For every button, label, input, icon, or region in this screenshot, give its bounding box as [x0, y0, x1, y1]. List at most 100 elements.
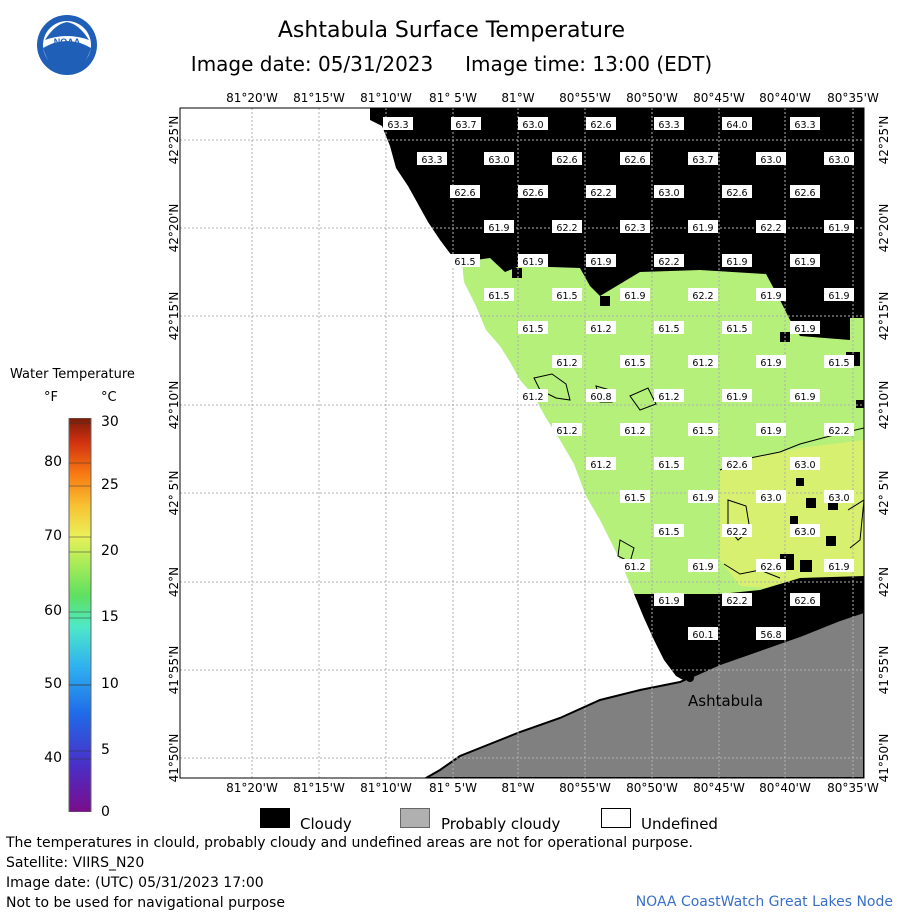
footer-image-date: Image date: (UTC) 05/31/2023 17:00	[6, 875, 264, 891]
lat-label-right: 42°10'N	[877, 381, 891, 430]
temperature-label: 61.2	[624, 562, 645, 573]
temperature-label-bg	[688, 490, 718, 503]
temperature-label-bg	[688, 627, 718, 640]
temperature-label-bg	[620, 288, 650, 301]
lat-label-right: 41°50'N	[877, 734, 891, 783]
temperature-colorbar	[68, 417, 92, 814]
temperature-label-bg	[654, 254, 684, 267]
temperature-label: 56.8	[760, 630, 781, 641]
temperature-label: 61.9	[794, 392, 815, 403]
lon-label-bottom: 81°W	[501, 781, 534, 795]
lon-label-bottom: 81°20'W	[226, 781, 278, 795]
temperature-label-bg	[790, 321, 820, 334]
lon-label-top: 80°40'W	[759, 91, 811, 105]
temperature-label: 62.2	[828, 426, 849, 437]
lat-label-left: 42°15'N	[167, 292, 181, 341]
temperature-label: 61.5	[454, 257, 475, 268]
temperature-label: 61.2	[590, 324, 611, 335]
place-label-ashtabula: Ashtabula	[688, 692, 763, 710]
temperature-label: 61.2	[692, 358, 713, 369]
temperature-label-bg	[722, 254, 752, 267]
temperature-label-bg	[451, 117, 481, 130]
legend-tick-c: 10	[101, 676, 119, 692]
temperature-label: 61.9	[624, 291, 645, 302]
image-time: Image time: 13:00 (EDT)	[465, 52, 713, 76]
temperature-label-bg	[722, 389, 752, 402]
temperature-label-bg	[654, 117, 684, 130]
logo-text: NOAA	[54, 37, 81, 47]
footer-navigation-warning: Not to be used for navigational purpose	[6, 895, 285, 911]
temperature-label: 61.9	[828, 223, 849, 234]
legend-tick-c: 25	[101, 477, 119, 493]
land-area	[423, 610, 864, 778]
temperature-label: 61.5	[726, 324, 747, 335]
temperature-label-bg	[654, 524, 684, 537]
temperature-label: 62.6	[760, 562, 781, 573]
lat-label-left: 41°50'N	[167, 734, 181, 783]
ashtabula-marker	[686, 674, 694, 682]
temperature-label-bg	[756, 288, 786, 301]
temperature-label: 62.6	[726, 188, 747, 199]
temperature-label-bg	[484, 220, 514, 233]
legend-tick-f: 70	[44, 528, 62, 544]
temperature-label-bg	[518, 254, 548, 267]
lon-label-top: 80°45'W	[693, 91, 745, 105]
temperature-label: 61.9	[658, 596, 679, 607]
temperature-label: 61.2	[624, 426, 645, 437]
temperature-label: 61.2	[590, 460, 611, 471]
temperature-label: 63.0	[760, 155, 781, 166]
lon-label-bottom: 80°45'W	[693, 781, 745, 795]
lon-label-bottom: 80°55'W	[559, 781, 611, 795]
temperature-label-bg	[518, 185, 548, 198]
temperature-label-bg	[654, 321, 684, 334]
temperature-label-bg	[688, 152, 718, 165]
temperature-label-bg	[824, 423, 854, 436]
temperature-label-bg	[756, 220, 786, 233]
temperature-label: 61.9	[760, 291, 781, 302]
temperature-label-bg	[417, 152, 447, 165]
temperature-label-bg	[654, 389, 684, 402]
temperature-label: 62.6	[624, 155, 645, 166]
temperature-label-bg	[756, 423, 786, 436]
temperature-label: 63.0	[522, 120, 543, 131]
temperature-label: 62.3	[624, 223, 645, 234]
temperature-label-bg	[824, 152, 854, 165]
lon-label-top: 80°50'W	[626, 91, 678, 105]
temperature-label-bg	[722, 321, 752, 334]
temperature-label: 61.2	[556, 426, 577, 437]
temperature-label: 63.0	[760, 493, 781, 504]
temperature-label: 63.0	[794, 527, 815, 538]
lat-label-right: 41°55'N	[877, 646, 891, 695]
temperature-label-bg	[552, 152, 582, 165]
temperature-label-bg	[824, 355, 854, 368]
temperature-label: 61.5	[692, 426, 713, 437]
legend-tick-f: 80	[44, 454, 62, 470]
temperature-label-bg	[620, 355, 650, 368]
temperature-label-bg	[518, 321, 548, 334]
temperature-label-bg	[654, 593, 684, 606]
temperature-label-bg	[586, 254, 616, 267]
temperature-label: 62.2	[760, 223, 781, 234]
temperature-label-bg	[586, 321, 616, 334]
temperature-label-bg	[756, 559, 786, 572]
temperature-label: 62.6	[794, 188, 815, 199]
temperature-label-bg	[722, 457, 752, 470]
temperature-label-bg	[552, 288, 582, 301]
legend-cloudy-label: Cloudy	[300, 815, 352, 833]
temperature-label-bg	[688, 355, 718, 368]
lon-label-bottom: 80°50'W	[626, 781, 678, 795]
temperature-label-bg	[620, 423, 650, 436]
temperature-label-bg	[552, 423, 582, 436]
legend-tick-f: 60	[44, 603, 62, 619]
lat-label-right: 42°25'N	[877, 116, 891, 165]
temperature-label: 61.9	[692, 562, 713, 573]
temperature-label: 63.0	[794, 460, 815, 471]
temperature-label-bg	[586, 389, 616, 402]
legend-undefined-label: Undefined	[641, 815, 718, 833]
temperature-label-bg	[722, 593, 752, 606]
temperature-label: 62.6	[522, 188, 543, 199]
temperature-label: 60.8	[590, 392, 611, 403]
temperature-label: 61.9	[522, 257, 543, 268]
temperature-label: 62.2	[726, 527, 747, 538]
temperature-label: 62.6	[556, 155, 577, 166]
